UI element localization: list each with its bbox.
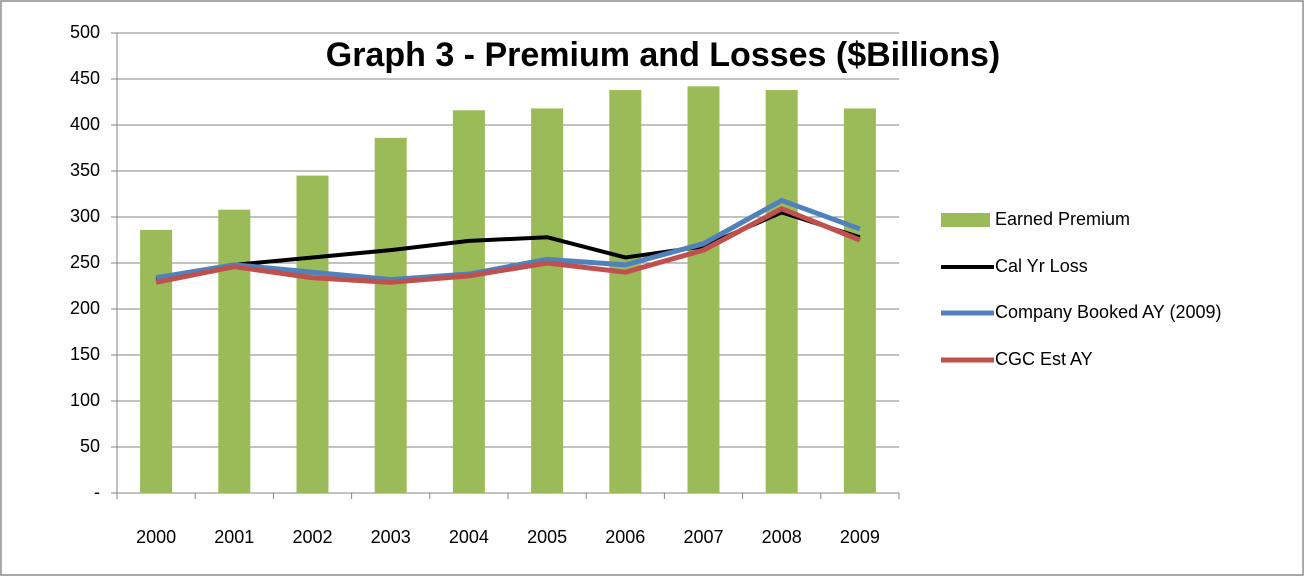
x-tick-label: 2005 [527,527,567,547]
bar [843,108,876,493]
bar [374,137,407,493]
x-tick-label: 2007 [683,527,723,547]
y-tick-label: 350 [70,160,100,180]
y-tick-label: 150 [70,344,100,364]
x-tick-label: 2009 [840,527,880,547]
y-tick-label: 500 [70,22,100,42]
x-tick-label: 2000 [136,527,176,547]
legend-label: Company Booked AY (2009) [995,302,1221,322]
x-tick-label: 2004 [449,527,489,547]
x-tick-label: 2003 [371,527,411,547]
y-tick-label: - [94,482,100,502]
y-tick-label: 100 [70,390,100,410]
legend-label: CGC Est AY [995,349,1093,369]
line [155,206,861,285]
bar [296,175,329,493]
y-tick-label: 250 [70,252,100,272]
y-tick-label: 400 [70,114,100,134]
x-tick-label: 2002 [292,527,332,547]
bar [452,110,485,493]
y-tick-label: 50 [80,436,100,456]
line [155,197,861,283]
x-tick-label: 2001 [214,527,254,547]
y-tick-label: 200 [70,298,100,318]
bar [218,209,251,493]
bar [765,90,798,493]
legend-label: Cal Yr Loss [995,256,1088,276]
bar [687,86,720,494]
bar [140,229,173,493]
x-tick-label: 2008 [762,527,802,547]
bar [531,108,564,493]
y-tick-label: 450 [70,68,100,88]
y-tick-label: 300 [70,206,100,226]
legend-swatch [941,213,990,227]
legend-label: Earned Premium [995,209,1130,229]
chart-title: Graph 3 - Premium and Losses ($Billions) [326,36,1001,74]
bar [609,90,642,493]
x-tick-label: 2006 [605,527,645,547]
